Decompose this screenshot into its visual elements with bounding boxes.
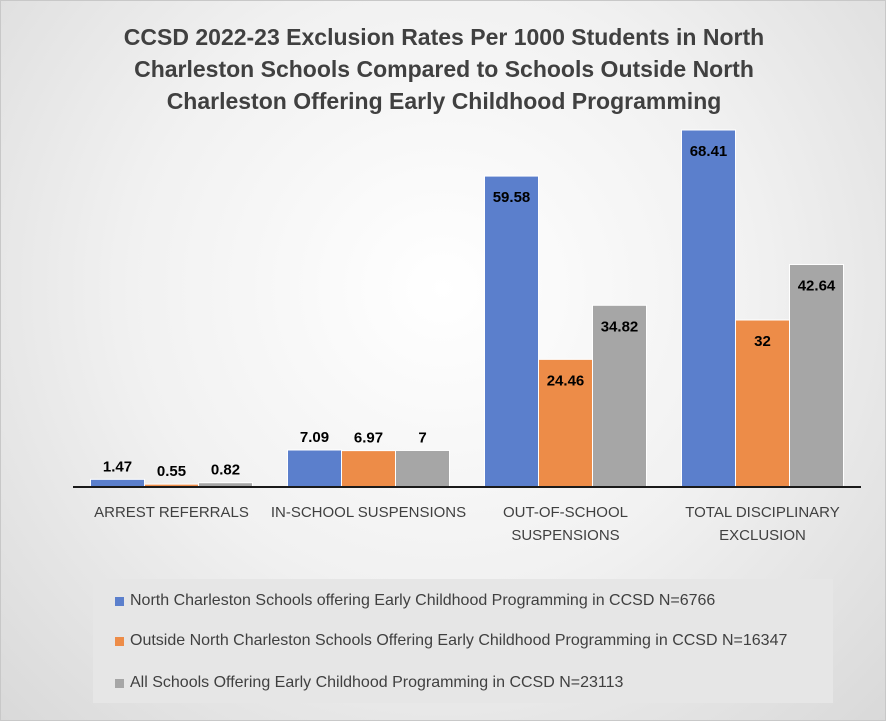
bar-in-school-suspensions-series-2 <box>341 450 396 488</box>
legend-item-all-schools: All Schools Offering Early Childhood Pro… <box>115 673 623 693</box>
legend-label: All Schools Offering Early Childhood Pro… <box>130 674 624 691</box>
data-label: 0.55 <box>157 463 186 480</box>
bar-total-disciplinary-exclusion-series-1 <box>681 129 736 488</box>
x-tick-label: SUSPENSIONS <box>511 527 619 544</box>
data-label: 42.64 <box>798 277 836 294</box>
bar-arrest-referrals-series-1 <box>90 478 145 488</box>
data-label: 34.82 <box>601 318 639 335</box>
data-label: 32 <box>754 333 771 350</box>
x-tick-label: EXCLUSION <box>719 527 806 544</box>
legend-item-north-charleston: North Charleston Schools offering Early … <box>115 591 715 611</box>
chart-title: CCSD 2022-23 Exclusion Rates Per 1000 St… <box>61 21 827 117</box>
x-tick-label: OUT-OF-SCHOOL <box>503 504 628 521</box>
bar-total-disciplinary-exclusion-series-3 <box>789 263 844 488</box>
bar-out-of-school-suspensions-series-2 <box>538 358 593 488</box>
data-label: 7.09 <box>300 429 329 446</box>
legend-label: North Charleston Schools offering Early … <box>130 592 716 609</box>
data-label: 59.58 <box>493 189 531 206</box>
chart-title-line: Charleston Schools Compared to Schools O… <box>134 56 754 82</box>
data-label: 0.82 <box>211 462 240 479</box>
x-tick-label: ARREST REFERRALS <box>94 504 249 521</box>
legend-swatch-all-schools <box>115 678 124 688</box>
data-label: 6.97 <box>354 430 383 447</box>
x-tick-label: TOTAL DISCIPLINARY <box>685 504 840 521</box>
legend-label: Outside North Charleston Schools Offerin… <box>130 632 788 649</box>
plot-area: 1.47 0.55 0.82 ARREST REFERRALS 7.09 6.97 7 IN-… <box>73 129 861 544</box>
legend-swatch-north-charleston <box>115 596 124 606</box>
chart-title-line: CCSD 2022-23 Exclusion Rates Per 1000 St… <box>123 24 765 50</box>
legend: North Charleston Schools offering Early … <box>93 579 833 703</box>
legend-item-outside-north-charleston: Outside North Charleston Schools Offerin… <box>115 631 787 651</box>
data-label: 7 <box>418 429 426 446</box>
chart-title-line: Charleston Offering Early Childhood Prog… <box>166 88 722 114</box>
data-label: 1.47 <box>103 458 132 475</box>
bar-out-of-school-suspensions-series-3 <box>592 304 647 488</box>
x-tick-label: IN-SCHOOL SUSPENSIONS <box>271 504 466 521</box>
data-label: 68.41 <box>690 143 728 160</box>
bar-out-of-school-suspensions-series-1 <box>484 175 539 488</box>
bar-in-school-suspensions-series-1 <box>287 449 342 488</box>
bar-in-school-suspensions-series-3 <box>395 449 450 488</box>
legend-swatch-outside-north-charleston <box>115 636 124 646</box>
data-label: 24.46 <box>547 372 585 389</box>
